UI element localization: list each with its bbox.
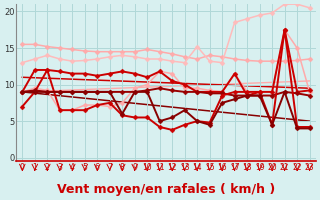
- X-axis label: Vent moyen/en rafales ( km/h ): Vent moyen/en rafales ( km/h ): [57, 183, 275, 196]
